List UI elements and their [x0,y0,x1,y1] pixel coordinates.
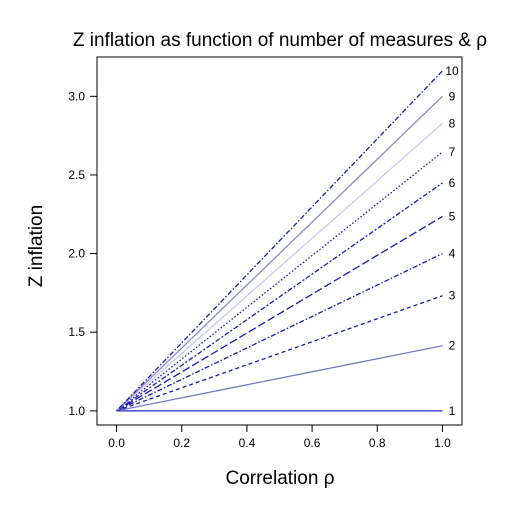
series-label-2: 2 [449,339,456,353]
series-label-9: 9 [449,89,456,103]
series-label-5: 5 [449,209,456,223]
series-label-4: 4 [449,247,456,261]
y-axis-title: Z inflation [26,205,47,287]
x-tick-label: 0.0 [108,436,125,450]
x-tick-label: 0.6 [304,436,321,450]
series-line-5 [116,215,443,412]
chart-title: Z inflation as function of number of mea… [73,30,487,51]
series-line-7 [116,151,443,412]
y-tick-label: 3.0 [68,89,85,103]
series-line-3 [116,295,443,412]
series-label-1: 1 [449,404,456,418]
series-label-7: 7 [449,145,456,159]
series-line-10 [116,70,443,412]
y-tick-label: 2.0 [68,247,85,261]
y-axis: 1.0 1.5 2.0 2.5 3.0 [68,89,98,418]
series-line-6 [116,182,443,412]
series-label-layer: 1 2 3 4 5 6 7 8 9 10 [445,64,459,418]
y-tick-label: 1.5 [68,325,85,339]
y-tick-label: 2.5 [68,168,85,182]
x-tick-label: 0.8 [369,436,386,450]
series-line-9 [116,95,443,412]
series-layer [116,70,443,412]
x-tick-label: 1.0 [434,436,451,450]
series-label-6: 6 [449,176,456,190]
x-axis: 0.0 0.2 0.4 0.6 0.8 1.0 [108,424,451,450]
x-axis-title: Correlation ρ [225,468,334,489]
series-line-2 [116,345,443,412]
series-label-8: 8 [449,116,456,130]
series-line-4 [116,252,443,412]
series-line-8 [116,122,443,412]
series-label-3: 3 [449,289,456,303]
series-label-10: 10 [445,64,459,78]
x-tick-label: 0.4 [239,436,256,450]
x-tick-label: 0.2 [173,436,190,450]
y-tick-label: 1.0 [68,404,85,418]
